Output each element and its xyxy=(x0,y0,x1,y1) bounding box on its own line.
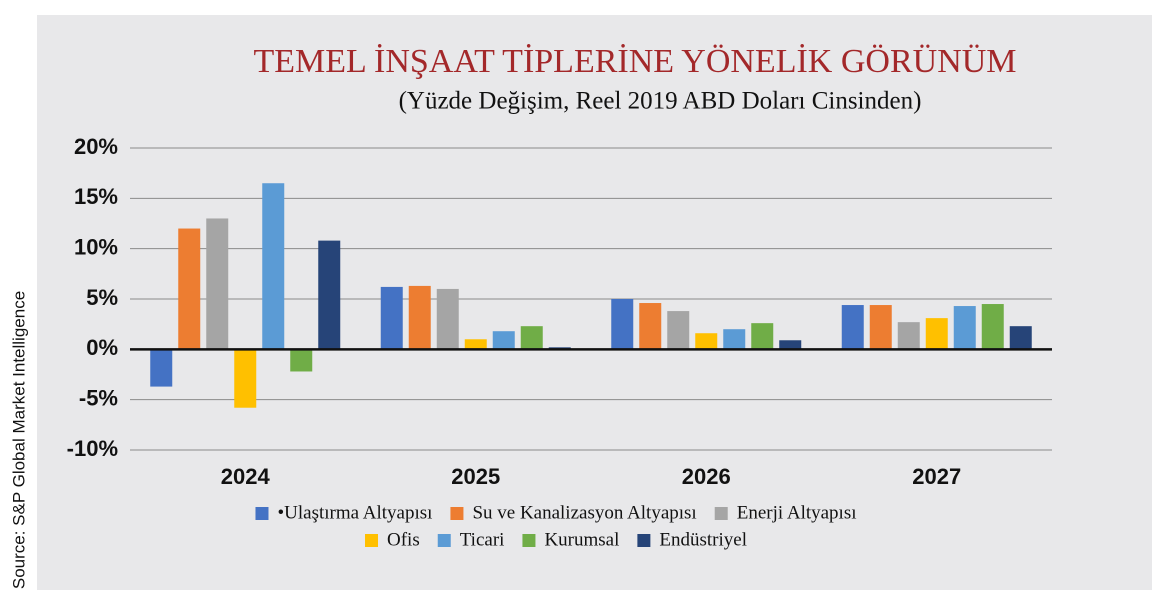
x-tick-label: 2026 xyxy=(682,464,731,489)
bar xyxy=(520,326,543,350)
bar xyxy=(262,183,285,350)
legend-label: •Ulaştırma Altyapısı xyxy=(277,502,432,523)
bar xyxy=(206,218,229,350)
source: Source: S&P Global Market Intelligence xyxy=(9,291,28,589)
bar xyxy=(380,286,403,350)
y-tick-label: -10% xyxy=(67,436,118,461)
bar xyxy=(953,306,976,350)
y-tick-label: -5% xyxy=(79,385,118,410)
bar xyxy=(841,305,864,350)
y-tick-label: 10% xyxy=(74,234,118,259)
bar xyxy=(492,331,515,350)
legend-label: Endüstriyel xyxy=(659,529,747,550)
bar xyxy=(436,288,459,350)
bar xyxy=(897,322,920,350)
bar xyxy=(779,340,802,350)
legend-label: Su ve Kanalizasyon Altyapısı xyxy=(472,502,696,523)
bar xyxy=(723,329,746,350)
y-tick-label: 15% xyxy=(74,184,118,209)
legend-label: Enerji Altyapısı xyxy=(737,502,857,523)
chart-subtitle: (Yüzde Değişim, Reel 2019 ABD Doları Cin… xyxy=(399,88,922,115)
x-tick-label: 2024 xyxy=(221,464,271,489)
bar xyxy=(234,349,257,408)
bar xyxy=(667,311,690,350)
bar xyxy=(869,305,892,350)
bar xyxy=(611,299,634,350)
legend-swatch xyxy=(522,534,536,547)
y-tick-label: 20% xyxy=(74,134,118,159)
legend-swatch xyxy=(365,534,379,547)
bar xyxy=(178,228,201,350)
bar xyxy=(695,333,718,350)
x-tick-label: 2027 xyxy=(912,464,961,489)
x-tick-label: 2025 xyxy=(451,464,500,489)
bar xyxy=(408,285,431,350)
bar xyxy=(751,323,774,350)
bar xyxy=(464,339,487,350)
y-tick-label: 0% xyxy=(86,335,118,360)
legend-swatch xyxy=(450,507,464,520)
chart-title: TEMEL İNŞAAT TİPLERİNE YÖNELİK GÖRÜNÜM xyxy=(253,43,1016,80)
y-tick-label: 5% xyxy=(86,285,118,310)
bar xyxy=(290,349,313,372)
legend-swatch xyxy=(437,534,451,547)
bar xyxy=(639,303,662,350)
legend-swatch xyxy=(714,507,728,520)
bar xyxy=(1009,326,1032,350)
legend-swatch xyxy=(255,507,269,520)
legend-label: Ofis xyxy=(387,529,420,550)
legend-label: Ticari xyxy=(460,529,505,550)
legend-label: Kurumsal xyxy=(544,529,619,550)
bar xyxy=(925,318,948,350)
bar xyxy=(981,304,1004,350)
legend-swatch xyxy=(637,534,651,547)
bar xyxy=(318,240,341,350)
bar xyxy=(150,349,173,387)
